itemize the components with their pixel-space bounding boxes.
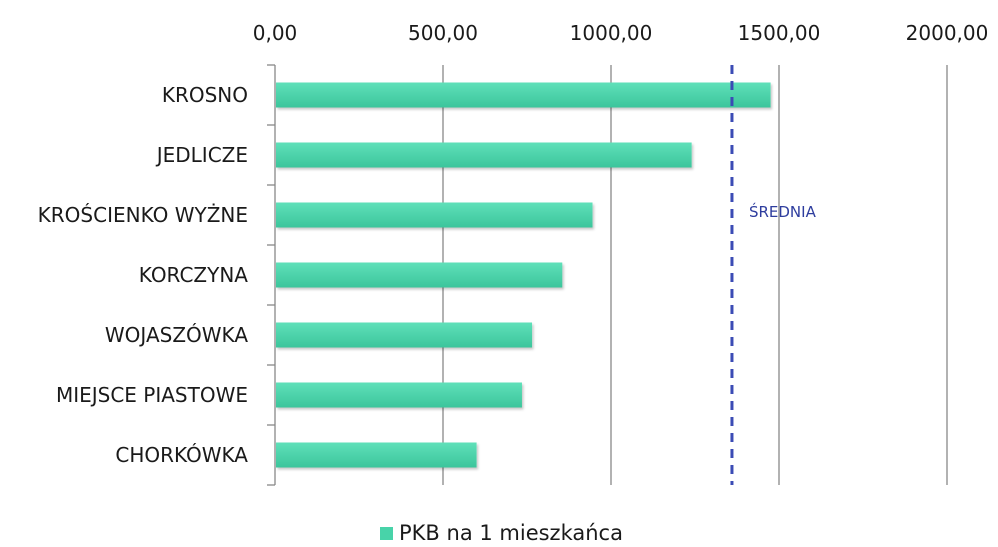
bar <box>276 202 593 228</box>
legend-swatch <box>380 527 393 540</box>
average-label: ŚREDNIA <box>749 202 817 221</box>
x-tick-label: 500,00 <box>408 21 478 45</box>
category-label: WOJASZÓWKA <box>105 323 248 347</box>
bar <box>276 262 563 288</box>
x-tick-label: 0,00 <box>253 21 298 45</box>
x-tick-label: 2000,00 <box>906 21 989 45</box>
category-label: KROSNO <box>162 83 248 107</box>
category-label: MIEJSCE PIASTOWE <box>56 383 248 407</box>
axes <box>267 64 276 486</box>
bar <box>276 382 522 408</box>
category-label: KORCZYNA <box>139 263 249 287</box>
bars <box>276 82 771 468</box>
x-tick-label: 1500,00 <box>738 21 821 45</box>
x-tick-label: 1000,00 <box>570 21 653 45</box>
bar <box>276 142 692 168</box>
category-label: JEDLICZE <box>155 143 248 167</box>
bar <box>276 442 477 468</box>
legend: PKB na 1 mieszkańca <box>380 521 623 545</box>
category-label: KROŚCIENKO WYŻNE <box>38 203 248 227</box>
labels: 0,00 500,00 1000,00 1500,00 2000,00 KROSNO JED… <box>38 21 989 467</box>
bar <box>276 322 533 348</box>
bar <box>276 82 771 108</box>
average-line-group: ŚREDNIA <box>730 65 817 485</box>
legend-label: PKB na 1 mieszkańca <box>399 521 623 545</box>
category-label: CHORKÓWKA <box>115 443 248 467</box>
